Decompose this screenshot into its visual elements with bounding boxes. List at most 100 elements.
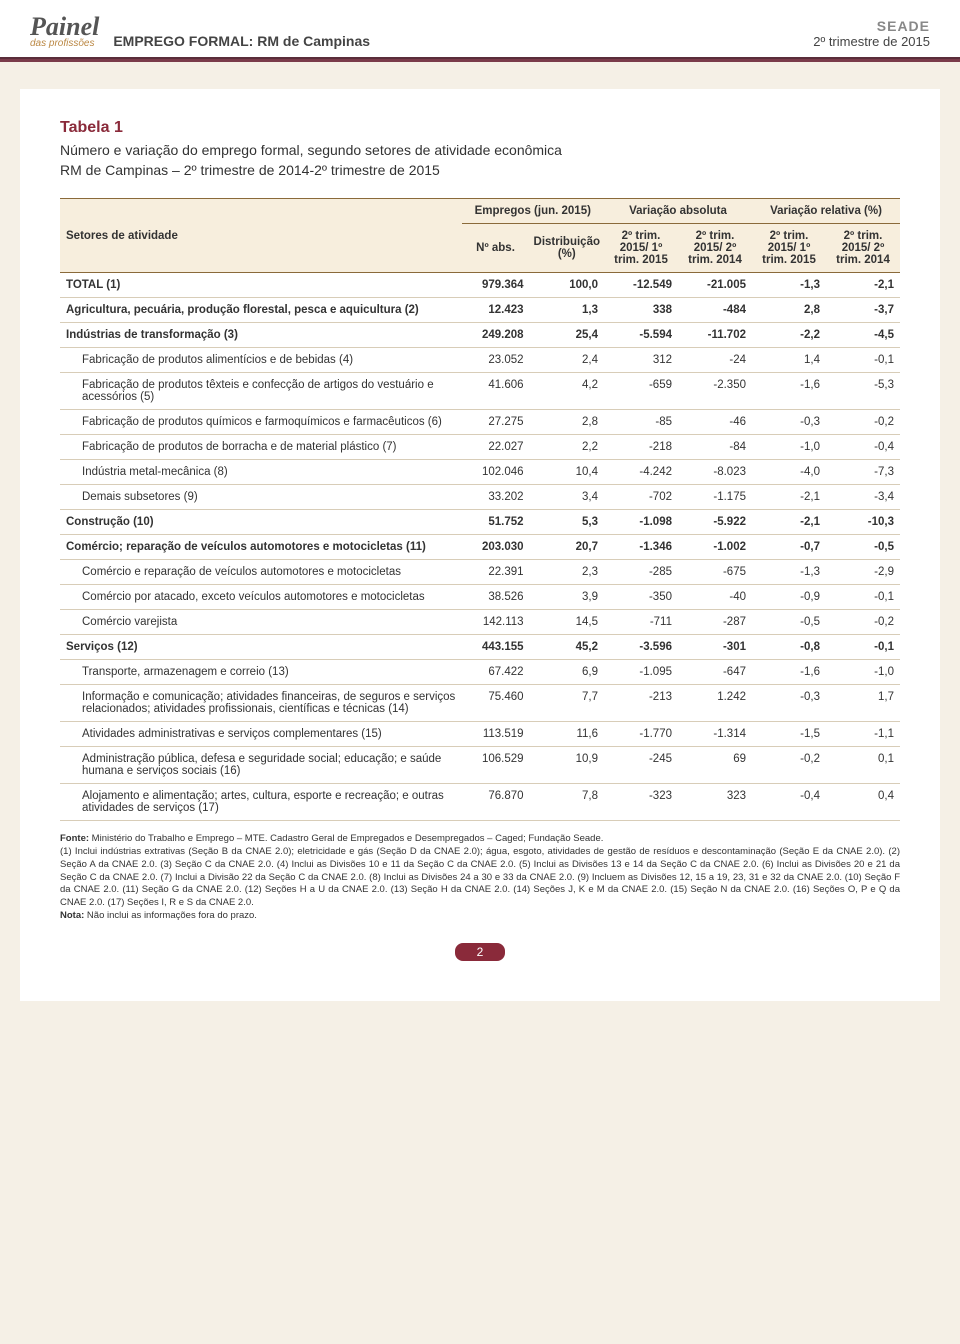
cell-r1: -4,0 — [752, 460, 826, 485]
cell-d: 14,5 — [530, 610, 604, 635]
cell-n: 142.113 — [462, 610, 530, 635]
row-label: Serviços (12) — [60, 635, 462, 660]
row-label: Construção (10) — [60, 510, 462, 535]
cell-a2: -301 — [678, 635, 752, 660]
cell-a2: 69 — [678, 747, 752, 784]
source-text: Ministério do Trabalho e Emprego – MTE. … — [89, 833, 603, 844]
cell-a1: -4.242 — [604, 460, 678, 485]
colgroup-abs: Variação absoluta — [604, 199, 752, 224]
row-label: Alojamento e alimentação; artes, cultura… — [60, 784, 462, 821]
cell-a1: -350 — [604, 585, 678, 610]
cell-d: 2,3 — [530, 560, 604, 585]
brand-sub: das profissões — [30, 38, 99, 49]
cell-a1: -85 — [604, 410, 678, 435]
row-label: Comércio por atacado, exceto veículos au… — [60, 585, 462, 610]
note-text: Não inclui as informações fora do prazo. — [84, 910, 257, 921]
footnote-notes: (1) Inclui indústrias extrativas (Seção … — [60, 846, 900, 908]
table-row: Fabricação de produtos de borracha e de … — [60, 435, 900, 460]
cell-a2: -675 — [678, 560, 752, 585]
table-row: Informação e comunicação; atividades fin… — [60, 685, 900, 722]
page-number: 2 — [455, 943, 505, 961]
table-row: Fabricação de produtos químicos e farmoq… — [60, 410, 900, 435]
page-header: Painel das profissões EMPREGO FORMAL: RM… — [0, 0, 960, 59]
cell-r1: -0,4 — [752, 784, 826, 821]
cell-r1: -1,0 — [752, 435, 826, 460]
cell-n: 22.391 — [462, 560, 530, 585]
table-row: Comércio; reparação de veículos automoto… — [60, 535, 900, 560]
cell-d: 4,2 — [530, 373, 604, 410]
cell-a2: -46 — [678, 410, 752, 435]
cell-r1: 1,4 — [752, 348, 826, 373]
cell-r1: -2,2 — [752, 323, 826, 348]
table-row: Construção (10)51.7525,3-1.098-5.922-2,1… — [60, 510, 900, 535]
cell-a2: -2.350 — [678, 373, 752, 410]
cell-d: 7,7 — [530, 685, 604, 722]
cell-n: 102.046 — [462, 460, 530, 485]
cell-a2: -484 — [678, 298, 752, 323]
row-label: Atividades administrativas e serviços co… — [60, 722, 462, 747]
cell-r2: -3,4 — [826, 485, 900, 510]
cell-a1: -213 — [604, 685, 678, 722]
cell-r1: -0,7 — [752, 535, 826, 560]
cell-a1: -1.770 — [604, 722, 678, 747]
cell-a1: -1.098 — [604, 510, 678, 535]
cell-d: 11,6 — [530, 722, 604, 747]
cell-r1: -0,5 — [752, 610, 826, 635]
col-rel2: 2º trim. 2015/ 2º trim. 2014 — [826, 224, 900, 273]
cell-r1: -1,5 — [752, 722, 826, 747]
table-row: Indústrias de transformação (3)249.20825… — [60, 323, 900, 348]
cell-r2: -3,7 — [826, 298, 900, 323]
table-row: Comércio e reparação de veículos automot… — [60, 560, 900, 585]
row-label: Transporte, armazenagem e correio (13) — [60, 660, 462, 685]
cell-r1: -0,8 — [752, 635, 826, 660]
row-label: Comércio; reparação de veículos automoto… — [60, 535, 462, 560]
cell-n: 51.752 — [462, 510, 530, 535]
cell-n: 75.460 — [462, 685, 530, 722]
table-row: TOTAL (1)979.364100,0-12.549-21.005-1,3-… — [60, 273, 900, 298]
data-table: Setores de atividade Empregos (jun. 2015… — [60, 198, 900, 821]
row-label: Fabricação de produtos de borracha e de … — [60, 435, 462, 460]
cell-a1: -659 — [604, 373, 678, 410]
brand-block: Painel das profissões — [30, 12, 99, 49]
cell-a2: -8.023 — [678, 460, 752, 485]
source-label: Fonte: — [60, 833, 89, 844]
cell-n: 33.202 — [462, 485, 530, 510]
cell-n: 106.529 — [462, 747, 530, 784]
cell-a1: -702 — [604, 485, 678, 510]
cell-a2: -24 — [678, 348, 752, 373]
cell-n: 979.364 — [462, 273, 530, 298]
cell-r1: 2,8 — [752, 298, 826, 323]
cell-r1: -2,1 — [752, 510, 826, 535]
cell-r1: -1,3 — [752, 560, 826, 585]
page-body: Tabela 1 Número e variação do emprego fo… — [20, 89, 940, 1001]
cell-a1: -5.594 — [604, 323, 678, 348]
cell-r2: -0,2 — [826, 610, 900, 635]
col-abs1: 2º trim. 2015/ 1º trim. 2015 — [604, 224, 678, 273]
row-label: Administração pública, defesa e segurida… — [60, 747, 462, 784]
footnote-block: Fonte: Ministério do Trabalho e Emprego … — [60, 833, 900, 923]
cell-a2: -1.175 — [678, 485, 752, 510]
cell-r1: -0,3 — [752, 685, 826, 722]
table-row: Administração pública, defesa e segurida… — [60, 747, 900, 784]
cell-r2: 0,1 — [826, 747, 900, 784]
cell-a1: 338 — [604, 298, 678, 323]
cell-a2: -287 — [678, 610, 752, 635]
cell-d: 2,8 — [530, 410, 604, 435]
table-body: TOTAL (1)979.364100,0-12.549-21.005-1,3-… — [60, 273, 900, 821]
cell-a1: -285 — [604, 560, 678, 585]
cell-a2: -40 — [678, 585, 752, 610]
cell-a1: -711 — [604, 610, 678, 635]
cell-r2: 0,4 — [826, 784, 900, 821]
table-row: Indústria metal-mecânica (8)102.04610,4-… — [60, 460, 900, 485]
cell-d: 45,2 — [530, 635, 604, 660]
cell-d: 1,3 — [530, 298, 604, 323]
col-abs2: 2º trim. 2015/ 2º trim. 2014 — [678, 224, 752, 273]
cell-r2: -0,4 — [826, 435, 900, 460]
col-nabs: Nº abs. — [462, 224, 530, 273]
cell-r2: -5,3 — [826, 373, 900, 410]
cell-n: 443.155 — [462, 635, 530, 660]
cell-r2: 1,7 — [826, 685, 900, 722]
table-row: Demais subsetores (9)33.2023,4-702-1.175… — [60, 485, 900, 510]
cell-a2: -11.702 — [678, 323, 752, 348]
cell-n: 27.275 — [462, 410, 530, 435]
